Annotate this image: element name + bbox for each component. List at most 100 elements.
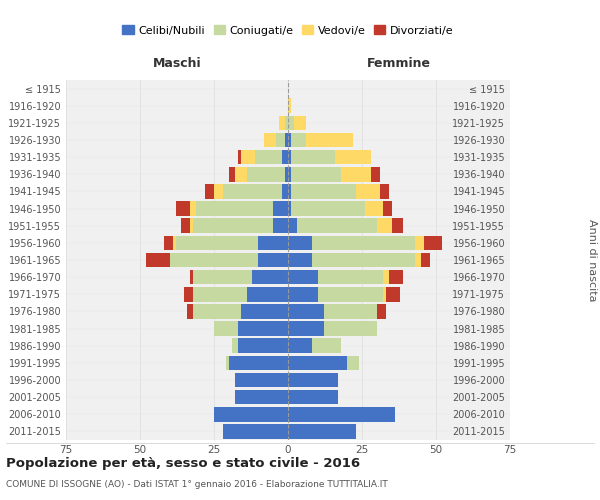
Bar (294, 116, 306, 130)
Bar (288, 116, 294, 130)
Bar (265, 132, 276, 148)
Bar (306, 132, 353, 148)
Bar (356, 184, 380, 198)
Bar (226, 356, 229, 370)
Bar (317, 287, 383, 302)
Bar (214, 322, 238, 336)
Bar (341, 167, 371, 182)
Bar (288, 167, 291, 182)
Bar (238, 338, 288, 353)
Bar (335, 150, 371, 164)
Bar (259, 252, 288, 268)
Bar (291, 202, 365, 216)
Bar (380, 184, 389, 198)
Text: Popolazione per età, sesso e stato civile - 2016: Popolazione per età, sesso e stato civil… (6, 458, 360, 470)
Bar (288, 287, 317, 302)
Bar (241, 150, 256, 164)
Legend: Celibi/Nubili, Coniugati/e, Vedovi/e, Divorziati/e: Celibi/Nubili, Coniugati/e, Vedovi/e, Di… (118, 21, 458, 40)
Bar (392, 218, 403, 233)
Bar (311, 338, 341, 353)
Bar (176, 236, 259, 250)
Bar (229, 167, 235, 182)
Bar (347, 356, 359, 370)
Bar (415, 252, 421, 268)
Bar (288, 304, 323, 318)
Bar (288, 338, 311, 353)
Bar (297, 218, 377, 233)
Bar (282, 150, 288, 164)
Bar (421, 252, 430, 268)
Bar (386, 287, 400, 302)
Bar (181, 218, 190, 233)
Y-axis label: Fasce di età: Fasce di età (0, 227, 3, 293)
Bar (238, 150, 241, 164)
Bar (193, 287, 247, 302)
Bar (415, 236, 424, 250)
Bar (377, 218, 392, 233)
Bar (196, 202, 273, 216)
Bar (259, 236, 288, 250)
Bar (232, 338, 238, 353)
Text: COMUNE DI ISSOGNE (AO) - Dati ISTAT 1° gennaio 2016 - Elaborazione TUTTITALIA.IT: COMUNE DI ISSOGNE (AO) - Dati ISTAT 1° g… (6, 480, 388, 489)
Bar (288, 252, 311, 268)
Bar (288, 184, 291, 198)
Bar (229, 356, 288, 370)
Bar (164, 236, 173, 250)
Bar (253, 270, 288, 284)
Bar (235, 372, 288, 388)
Bar (365, 202, 383, 216)
Bar (285, 167, 288, 182)
Bar (273, 218, 288, 233)
Bar (424, 236, 442, 250)
Bar (238, 322, 288, 336)
Bar (377, 304, 386, 318)
Bar (288, 390, 338, 404)
Bar (383, 287, 386, 302)
Text: Anni di nascita: Anni di nascita (587, 219, 597, 301)
Bar (291, 167, 341, 182)
Bar (285, 116, 288, 130)
Bar (288, 356, 347, 370)
Bar (235, 390, 288, 404)
Bar (193, 304, 241, 318)
Bar (288, 150, 291, 164)
Bar (187, 304, 193, 318)
Bar (288, 407, 395, 422)
Bar (288, 372, 338, 388)
Bar (279, 116, 285, 130)
Bar (184, 287, 193, 302)
Bar (170, 252, 259, 268)
Bar (193, 270, 253, 284)
Bar (288, 98, 291, 113)
Bar (241, 304, 288, 318)
Bar (288, 132, 291, 148)
Text: Maschi: Maschi (152, 57, 202, 70)
Bar (371, 167, 380, 182)
Bar (214, 184, 223, 198)
Bar (288, 236, 311, 250)
Bar (146, 252, 170, 268)
Bar (190, 270, 193, 284)
Bar (291, 132, 306, 148)
Bar (288, 270, 317, 284)
Bar (193, 218, 273, 233)
Bar (176, 202, 190, 216)
Bar (276, 132, 285, 148)
Bar (247, 287, 288, 302)
Bar (173, 236, 176, 250)
Bar (288, 424, 356, 438)
Bar (288, 218, 297, 233)
Bar (323, 322, 377, 336)
Bar (223, 184, 282, 198)
Bar (288, 322, 323, 336)
Bar (235, 167, 247, 182)
Bar (282, 184, 288, 198)
Bar (190, 218, 193, 233)
Bar (190, 202, 196, 216)
Bar (205, 184, 214, 198)
Bar (214, 407, 288, 422)
Bar (311, 236, 415, 250)
Bar (285, 132, 288, 148)
Bar (383, 202, 392, 216)
Bar (291, 150, 335, 164)
